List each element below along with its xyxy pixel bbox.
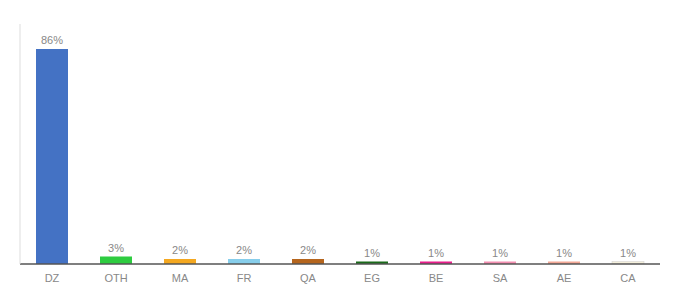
x-tick-label: CA <box>620 272 636 284</box>
data-label: 1% <box>364 247 380 259</box>
x-tick-label: MA <box>172 272 189 284</box>
x-tick-label: EG <box>364 272 380 284</box>
data-label: 1% <box>620 247 636 259</box>
x-tick-label: OTH <box>104 272 127 284</box>
x-tick-label: AE <box>557 272 572 284</box>
y-axis-line <box>20 24 21 264</box>
data-label: 1% <box>492 247 508 259</box>
x-tick-label: DZ <box>45 272 60 284</box>
chart: 86% 3% 2% 2% 2% 1% 1% 1% 1% 1% DZ OTH MA FR QA EG BE SA AE… <box>0 0 680 300</box>
bar <box>100 257 132 265</box>
bars <box>36 49 644 264</box>
data-label: 1% <box>556 247 572 259</box>
x-tick-label: SA <box>493 272 508 284</box>
data-label: 86% <box>41 34 63 46</box>
data-label: 2% <box>236 244 252 256</box>
data-label: 2% <box>300 244 316 256</box>
x-tick-label: QA <box>300 272 317 284</box>
x-tick-label: BE <box>429 272 444 284</box>
data-label: 3% <box>108 242 124 254</box>
data-label: 2% <box>172 244 188 256</box>
x-axis-line <box>20 263 660 265</box>
data-label: 1% <box>428 247 444 259</box>
x-tick-label: FR <box>237 272 252 284</box>
bar <box>36 49 68 264</box>
